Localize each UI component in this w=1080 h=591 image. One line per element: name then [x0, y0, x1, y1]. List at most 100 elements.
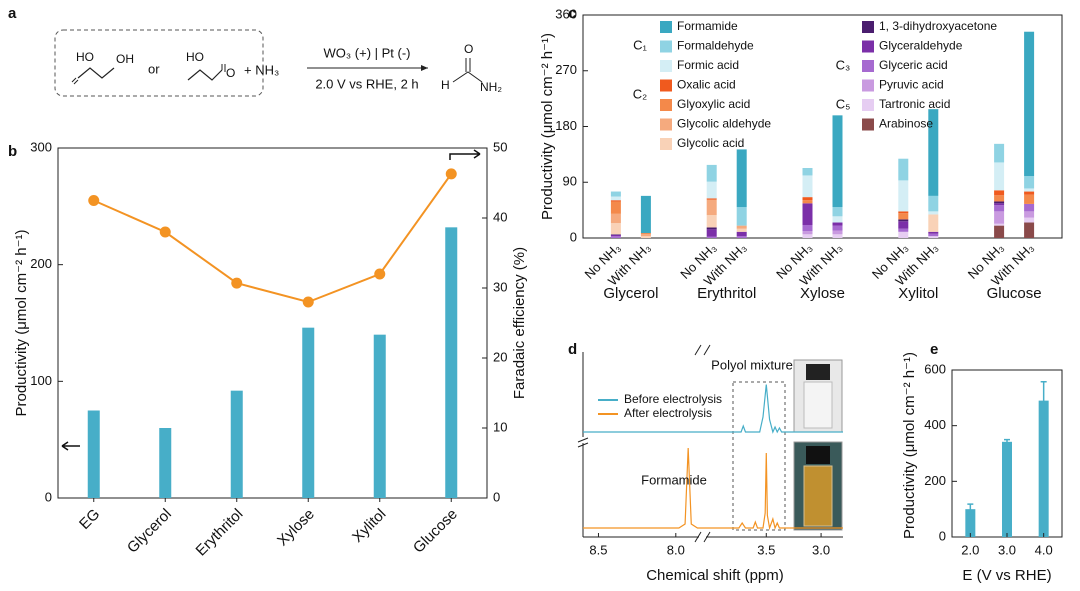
bar-segment: [1024, 211, 1035, 218]
atom-label: O: [226, 66, 235, 80]
legend-group: C₂: [633, 86, 647, 101]
bar-segment: [898, 158, 909, 181]
legend-label: Formic acid: [677, 58, 739, 72]
scheme-text: WO₃ (+) | Pt (-): [323, 45, 410, 60]
x-tick-label: 3.0: [812, 542, 830, 557]
bar-segment: [706, 199, 717, 216]
point: [88, 195, 100, 206]
bar-segment: [736, 228, 747, 232]
x-tick-label: 3.0: [998, 542, 1016, 557]
bar-segment: [610, 223, 621, 235]
bar-segment: [1024, 194, 1035, 204]
y-tick-label: 0: [939, 528, 946, 543]
panel-label: c: [568, 5, 576, 22]
group-label: Erythritol: [697, 285, 756, 302]
axis-title: Productivity (μmol cm⁻² h⁻¹): [901, 352, 918, 539]
bar-segment: [610, 196, 621, 201]
y-tick-label: 0: [45, 489, 52, 504]
annotation: Polyol mixture: [711, 357, 793, 372]
axis-title: Faradaic efficiency (%): [511, 247, 528, 399]
vial-body: [803, 465, 833, 527]
bar-segment: [832, 225, 843, 231]
axis-title: E (V vs RHE): [962, 567, 1051, 584]
y-tick-label: 90: [563, 174, 577, 189]
legend-label: Glycolic acid: [677, 136, 744, 150]
y2-tick-label: 50: [493, 139, 507, 154]
bar-segment: [736, 207, 747, 226]
bar-segment: [1024, 176, 1035, 189]
atom-label: H: [441, 78, 450, 92]
legend-label: Formamide: [677, 19, 738, 33]
bar-segment: [706, 181, 717, 199]
y-tick-label: 0: [570, 229, 577, 244]
panel-label: e: [930, 341, 938, 358]
bar-segment: [832, 222, 843, 226]
double-bond: [221, 64, 226, 72]
legend-label: Arabinose: [879, 117, 933, 131]
legend-swatch: [862, 118, 874, 131]
bar-segment: [928, 231, 939, 234]
scheme-text: + NH₃: [244, 62, 279, 77]
axis-title: Productivity (μmol cm⁻² h⁻¹): [539, 33, 556, 220]
bar-segment: [1024, 222, 1035, 238]
bar-segment: [832, 234, 843, 238]
bar-segment: [1024, 191, 1035, 195]
legend-label: Glyoxylic acid: [677, 97, 750, 111]
bar-segment: [898, 219, 909, 222]
legend-label: Oxalic acid: [677, 78, 736, 92]
x-tick-label: 8.5: [589, 542, 607, 557]
legend-label: Glyceric acid: [879, 58, 948, 72]
bar: [1002, 441, 1012, 537]
bar-segment: [898, 213, 909, 220]
bar-segment: [928, 236, 939, 238]
y2-tick-label: 20: [493, 349, 507, 364]
panel-label: b: [8, 143, 17, 160]
bar-segment: [994, 190, 1005, 196]
axis-arrow: [449, 149, 481, 160]
bar-segment: [736, 149, 747, 208]
legend-swatch: [862, 40, 874, 53]
group-label: Glycerol: [603, 285, 658, 302]
axis-arrow: [61, 441, 80, 451]
point: [374, 268, 386, 280]
bar-segment: [898, 211, 909, 214]
group-label: Xylitol: [898, 285, 938, 302]
molecule: [187, 69, 223, 81]
bar-segment: [994, 225, 1005, 238]
error-bar: [1004, 438, 1010, 445]
bar-segment: [640, 195, 651, 234]
atom-label: NH₂: [480, 80, 502, 94]
bar-segment: [706, 227, 717, 230]
x-tick-label: Xylitol: [349, 506, 389, 546]
legend-swatch: [660, 138, 672, 150]
line: [93, 173, 453, 304]
vial-cap: [806, 364, 830, 380]
bar-segment: [994, 201, 1005, 204]
bar-segment: [994, 223, 1005, 226]
bar-segment: [898, 228, 909, 232]
bar: [1038, 400, 1049, 537]
bar-segment: [736, 236, 747, 238]
panel-label: d: [568, 341, 577, 358]
y2-tick-label: 0: [493, 489, 500, 504]
bar-segment: [640, 236, 651, 238]
bar-segment: [706, 229, 717, 237]
vial-body: [803, 381, 833, 429]
legend-swatch: [862, 21, 874, 33]
atom-label: OH: [116, 52, 134, 66]
axis-title: Chemical shift (ppm): [646, 567, 784, 584]
bar-segment: [1024, 217, 1035, 223]
atom-label: HO: [186, 50, 204, 64]
bar-segment: [610, 213, 621, 224]
legend-label: Tartronic acid: [879, 97, 950, 111]
x-tick-label: Xylose: [274, 506, 318, 550]
x-tick-label: Glucose: [410, 506, 461, 557]
bar-segment: [610, 234, 621, 237]
y2-tick-label: 10: [493, 419, 507, 434]
bar-segment: [640, 234, 651, 237]
bar: [373, 334, 386, 498]
vial-cap: [806, 446, 830, 464]
spectrum-line: [583, 384, 843, 434]
legend-swatch: [660, 60, 672, 72]
